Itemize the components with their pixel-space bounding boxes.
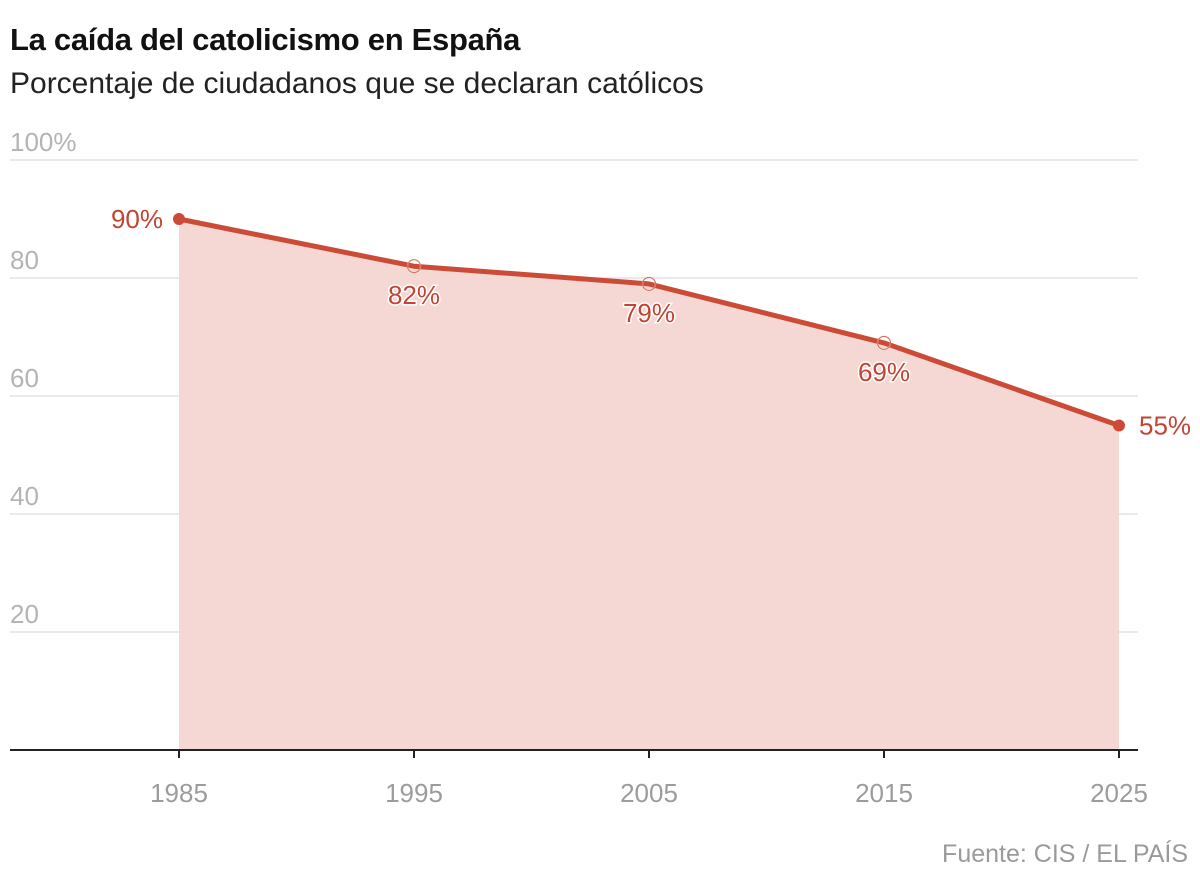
y-tick-label: 80 [10,245,39,275]
data-points [173,213,1125,432]
data-point [1113,419,1125,432]
y-tick-label: 60 [10,363,39,393]
y-tick-label: 100% [10,127,77,157]
area-fill [179,219,1119,750]
y-axis-ticks: 100% 80 60 40 20 [10,127,77,629]
area-layer [179,219,1119,750]
data-label: 79% [623,298,675,328]
data-point-ring [641,276,657,291]
x-tick-label: 1995 [385,778,443,808]
chart-title: La caída del catolicismo en España [10,22,521,57]
x-axis-ticks: 1985 1995 2005 2015 2025 [150,778,1148,808]
data-point-ring [876,335,892,350]
data-label: 69% [858,357,910,387]
x-tick-label: 2015 [855,778,913,808]
y-tick-label: 20 [10,599,39,629]
line-layer [176,216,1122,428]
x-tick-label: 1985 [150,778,208,808]
source-note: Fuente: CIS / EL PAÍS [942,840,1188,868]
y-tick-label: 40 [10,481,39,511]
data-point [173,213,185,225]
data-label: 90% [111,204,163,234]
x-axis [10,749,1138,758]
data-label: 82% [388,280,440,310]
series-line [176,216,1122,428]
data-labels: 90% 82% 79% 69% 55% [111,204,1191,441]
x-tick-label: 2005 [620,778,678,808]
chart-subtitle: Porcentaje de ciudadanos que se declaran… [10,67,704,100]
x-tick-label: 2025 [1090,778,1148,808]
data-point-ring [406,259,422,274]
data-label: 55% [1139,411,1191,441]
